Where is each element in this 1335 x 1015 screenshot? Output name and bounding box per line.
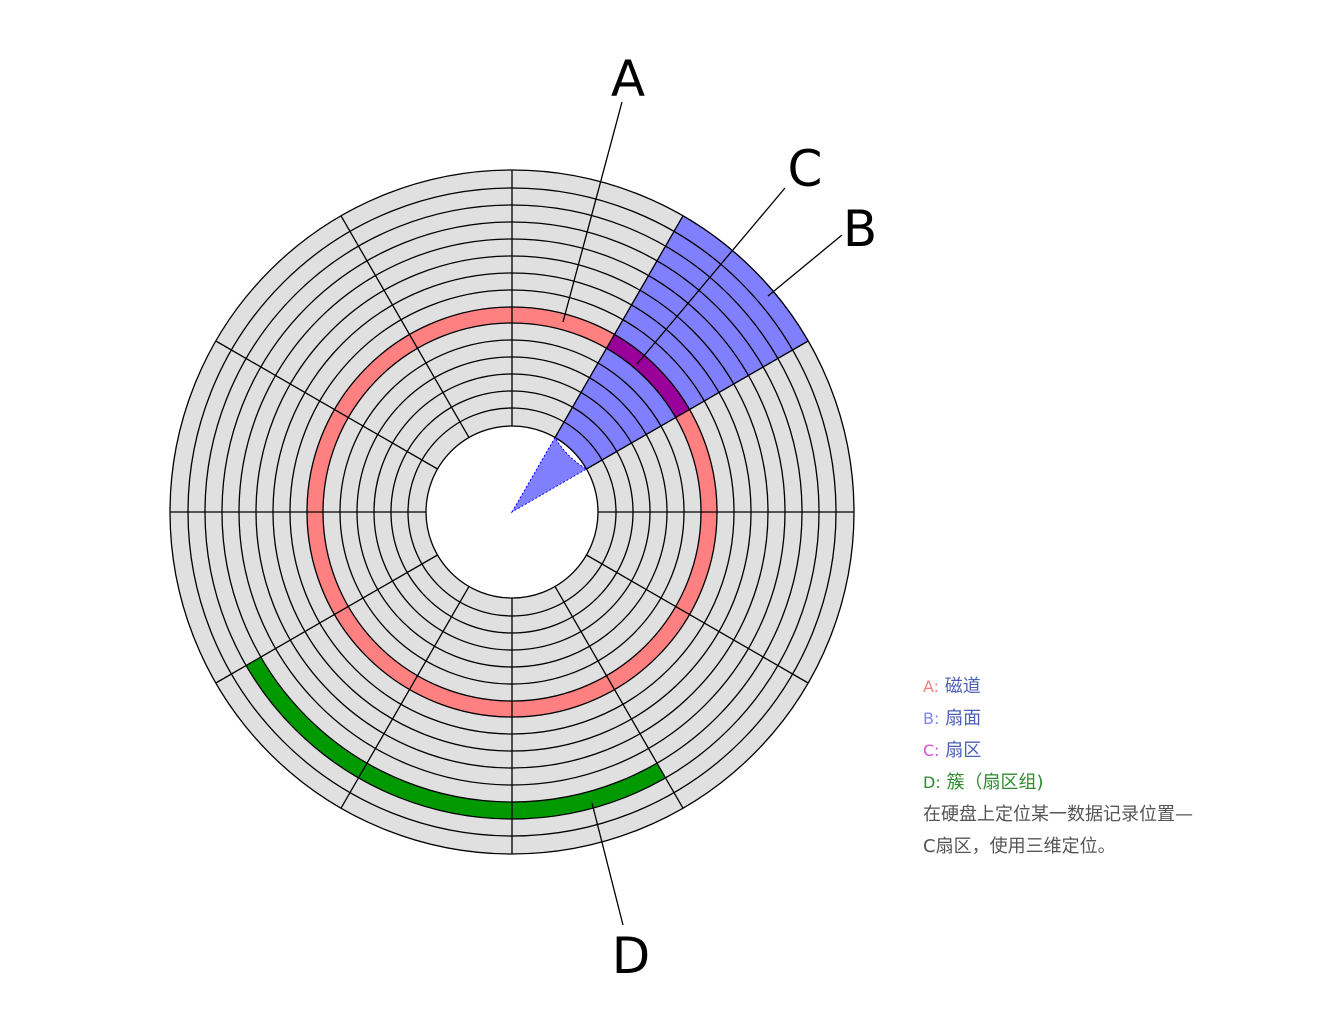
legend-item-sector-face: B: 扇面 (923, 703, 1283, 735)
legend-item-sector: C: 扇区 (923, 735, 1283, 767)
legend-item-cluster: D: 簇（扇区组) (923, 767, 1283, 799)
highlighted-sector (606, 334, 690, 418)
legend: A: 磁道 B: 扇面 C: 扇区 D: 簇（扇区组) 在硬盘上定位某一数据记录… (923, 671, 1283, 863)
leader-d (591, 802, 624, 926)
sector-divider (215, 340, 438, 470)
legend-text: 扇面 (945, 708, 982, 729)
sector-divider (340, 586, 470, 809)
legend-text: 簇（扇区组) (946, 772, 1044, 793)
legend-text: 扇区 (945, 740, 982, 761)
legend-key: C: (923, 741, 940, 760)
label-b: B (843, 200, 877, 258)
legend-key: B: (923, 709, 940, 728)
legend-text: 磁道 (944, 676, 981, 697)
sector-divider (554, 586, 684, 809)
label-a: A (611, 50, 645, 108)
legend-note-line-2: C扇区，使用三维定位。 (923, 836, 1116, 857)
legend-note-line-1: 在硬盘上定位某一数据记录位置— (923, 804, 1193, 825)
leader-b (767, 234, 843, 297)
sector-divider (586, 554, 809, 684)
leader-a (562, 101, 623, 323)
legend-key: D: (923, 773, 941, 792)
label-d: D (612, 927, 651, 985)
sector-divider (340, 215, 470, 438)
sector-divider (586, 340, 809, 470)
sector-divider (215, 554, 438, 684)
label-c: C (788, 140, 823, 198)
sector-divider (554, 215, 684, 438)
leader-c (636, 187, 786, 365)
legend-item-track: A: 磁道 (923, 671, 1283, 703)
legend-key: A: (923, 677, 940, 696)
